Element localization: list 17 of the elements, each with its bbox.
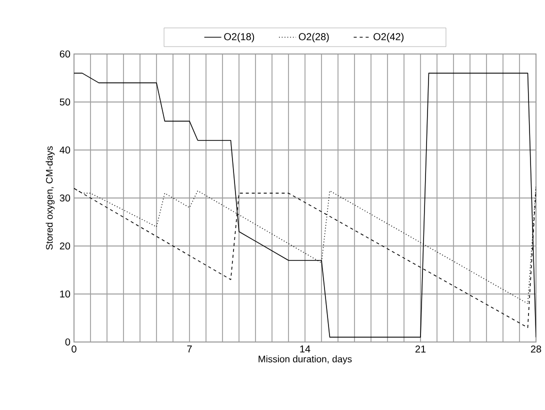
y-tick-label: 60 (60, 50, 70, 58)
x-axis-title: Mission duration, days (258, 355, 352, 364)
legend-label: O2(18) (224, 32, 254, 42)
x-tick-label: 28 (530, 346, 542, 353)
y-tick-label: 20 (60, 242, 70, 250)
x-tick-label: 14 (300, 346, 310, 352)
y-tick-label: 10 (60, 290, 70, 298)
y-tick-label: 40 (60, 146, 70, 154)
y-tick-label: 0 (65, 338, 70, 346)
y-axis-title: Stored oxygen, CM-days (46, 146, 55, 250)
legend-label: O2(42) (374, 32, 404, 42)
y-tick-label: 50 (60, 98, 70, 106)
x-tick-label: 7 (187, 346, 192, 352)
x-tick-label: 0 (72, 346, 76, 353)
x-tick-label: 21 (415, 346, 426, 352)
y-tick-label: 30 (60, 194, 70, 202)
legend-label: O2(28) (298, 32, 329, 42)
